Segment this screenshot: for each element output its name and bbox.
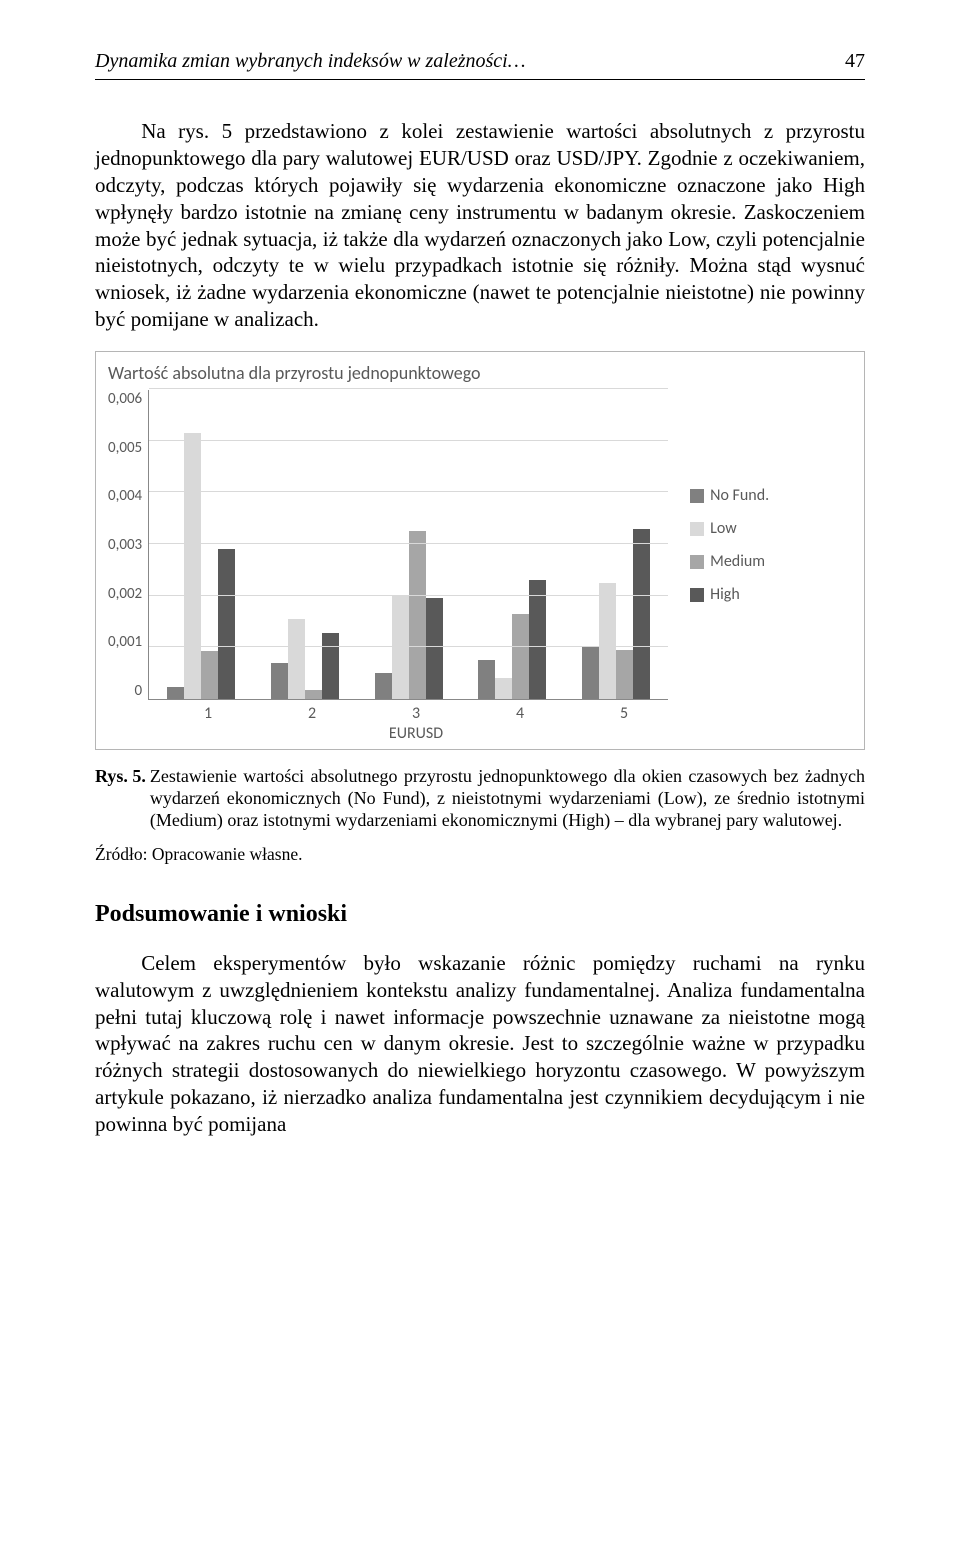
bar [218, 549, 235, 699]
bar [599, 583, 616, 699]
bar [495, 678, 512, 699]
legend-item: Medium [690, 552, 769, 571]
y-tick-label: 0,002 [108, 585, 142, 603]
chart-plot [148, 390, 668, 700]
x-tick-label: 2 [308, 704, 316, 723]
caption-label: Rys. 5. [95, 766, 150, 832]
legend-swatch [690, 522, 704, 536]
paragraph-2: Celem eksperymentów było wskazanie różni… [95, 950, 865, 1138]
gridline [149, 491, 668, 492]
gridline [149, 595, 668, 596]
y-tick-label: 0,003 [108, 536, 142, 554]
x-axis-labels: 1 2 3 4 5 [156, 704, 676, 723]
chart-area: 0,006 0,005 0,004 0,003 0,002 0,001 0 No Fund.… [108, 390, 852, 700]
bar [305, 690, 322, 699]
gridline [149, 388, 668, 389]
bar [512, 614, 529, 699]
figure-caption: Rys. 5. Zestawienie wartości absolutnego… [95, 766, 865, 832]
caption-text: Zestawienie wartości absolutnego przyros… [150, 766, 865, 832]
legend-swatch [690, 555, 704, 569]
section-heading: Podsumowanie i wnioski [95, 901, 865, 928]
chart-container: Wartość absolutna dla przyrostu jednopun… [95, 351, 865, 750]
chart-legend: No Fund. Low Medium High [690, 390, 769, 700]
chart-title: Wartość absolutna dla przyrostu jednopun… [108, 362, 852, 384]
paragraph-1: Na rys. 5 przedstawiono z kolei zestawie… [95, 118, 865, 333]
x-tick-label: 5 [620, 704, 628, 723]
bar-group [478, 390, 546, 699]
bar-group [375, 390, 443, 699]
y-tick-label: 0 [135, 682, 143, 700]
x-tick-label: 4 [516, 704, 524, 723]
bar-group [167, 390, 235, 699]
y-tick-label: 0,005 [108, 439, 142, 457]
bar [322, 633, 339, 699]
legend-label: No Fund. [710, 486, 769, 505]
bar [288, 619, 305, 699]
legend-item: Low [690, 519, 769, 538]
bar-group [582, 390, 650, 699]
bars-row [149, 390, 668, 699]
bar [167, 687, 184, 699]
bar [184, 433, 201, 699]
y-tick-label: 0,006 [108, 390, 142, 408]
bar [633, 529, 650, 700]
page-number: 47 [825, 50, 865, 73]
header-title: Dynamika zmian wybranych indeksów w zale… [95, 50, 825, 73]
gridline [149, 440, 668, 441]
header-divider [95, 79, 865, 80]
legend-swatch [690, 588, 704, 602]
gridline [149, 646, 668, 647]
legend-item: No Fund. [690, 486, 769, 505]
bar [616, 650, 633, 699]
y-tick-label: 0,001 [108, 633, 142, 651]
y-tick-label: 0,004 [108, 487, 142, 505]
figure-source: Źródło: Opracowanie własne. [95, 844, 865, 865]
bar [409, 531, 426, 699]
legend-item: High [690, 585, 769, 604]
bar [529, 580, 546, 699]
bar [271, 663, 288, 699]
bar [582, 647, 599, 699]
y-axis: 0,006 0,005 0,004 0,003 0,002 0,001 0 [108, 390, 148, 700]
legend-label: Medium [710, 552, 765, 571]
gridline [149, 543, 668, 544]
legend-label: Low [710, 519, 737, 538]
bar [375, 673, 392, 699]
bar [426, 598, 443, 699]
x-tick-label: 3 [412, 704, 420, 723]
bar [478, 660, 495, 699]
running-header: Dynamika zmian wybranych indeksów w zale… [95, 50, 865, 73]
x-axis-title: EURUSD [156, 724, 676, 743]
legend-swatch [690, 489, 704, 503]
legend-label: High [710, 585, 740, 604]
bar-group [271, 390, 339, 699]
x-tick-label: 1 [204, 704, 212, 723]
bar [201, 651, 218, 699]
